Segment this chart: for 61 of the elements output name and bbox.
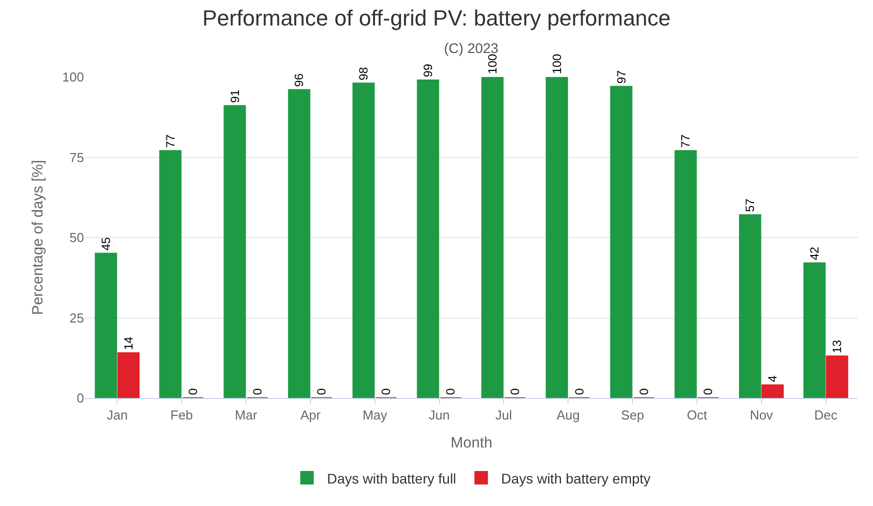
y-axis-title: Percentage of days [%] — [30, 160, 47, 316]
bar — [481, 77, 504, 398]
data-label: 96 — [292, 73, 306, 87]
data-label: 14 — [121, 336, 136, 350]
data-label: 77 — [678, 134, 693, 148]
data-label: 0 — [444, 388, 458, 395]
bar — [288, 89, 310, 398]
legend-label: Days with battery full — [327, 470, 456, 486]
data-label: 0 — [701, 388, 716, 395]
data-label: 0 — [572, 388, 586, 395]
bar — [738, 214, 762, 398]
x-tick-label: Mar — [234, 408, 258, 423]
x-axis-title: Month — [450, 434, 492, 452]
x-tick-label: May — [362, 408, 388, 423]
data-label: 42 — [808, 246, 822, 260]
x-tick-label: Apr — [300, 408, 322, 423]
bar — [674, 150, 697, 398]
y-tick-label: 0 — [76, 390, 84, 406]
bar — [610, 86, 632, 398]
data-label: 13 — [830, 340, 844, 354]
y-tick-label: 25 — [70, 310, 84, 326]
data-label: 0 — [186, 388, 200, 395]
bar — [94, 252, 118, 398]
chart-title: Performance of off-grid PV: battery performance — [202, 5, 671, 30]
data-label: 0 — [636, 388, 651, 395]
bar — [159, 150, 182, 398]
bar — [352, 82, 375, 398]
bar — [117, 352, 140, 398]
data-label: 91 — [228, 89, 242, 103]
y-tick-label: 50 — [70, 230, 84, 246]
data-label: 4 — [766, 375, 780, 382]
data-label: 45 — [98, 236, 113, 251]
data-label: 0 — [508, 388, 522, 395]
x-tick-label: Nov — [750, 408, 774, 423]
legend-label: Days with battery empty — [501, 470, 651, 486]
data-label: 0 — [379, 388, 394, 395]
x-tick-label: Feb — [170, 408, 193, 423]
data-label: 0 — [314, 388, 329, 395]
data-label: 98 — [356, 66, 371, 80]
y-tick-label: 75 — [70, 150, 84, 165]
x-tick-label: Jul — [495, 408, 512, 423]
bar — [826, 356, 848, 398]
data-label: 100 — [550, 54, 564, 74]
bar — [762, 384, 784, 398]
x-tick-label: Jan — [106, 408, 128, 423]
bar — [803, 262, 826, 398]
bar — [546, 77, 568, 398]
data-label: 97 — [614, 70, 628, 84]
data-label: 0 — [250, 388, 264, 395]
x-tick-label: Sep — [620, 408, 644, 423]
bar — [224, 105, 246, 398]
data-label: 57 — [743, 198, 758, 212]
bar — [416, 79, 440, 398]
x-tick-label: Dec — [814, 408, 838, 423]
data-label: 100 — [485, 54, 500, 74]
x-tick-label: Oct — [686, 408, 708, 423]
data-label: 99 — [421, 64, 436, 78]
y-tick-label: 100 — [62, 70, 84, 85]
data-label: 77 — [163, 134, 178, 148]
x-tick-label: Aug — [556, 408, 580, 423]
x-tick-label: Jun — [428, 408, 450, 423]
